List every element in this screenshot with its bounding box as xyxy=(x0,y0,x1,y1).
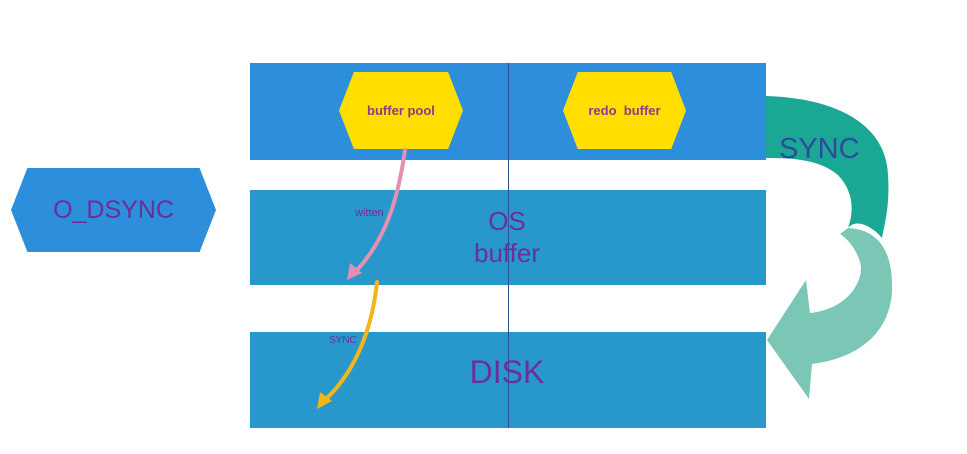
os-buffer-label: OS buffer xyxy=(455,205,559,269)
sync-small-arrow xyxy=(323,280,379,402)
vertical-divider xyxy=(508,63,509,428)
redo-buffer-hexagon: redo buffer xyxy=(563,72,686,149)
written-arrowhead xyxy=(347,263,362,280)
redo-buffer-label: redo buffer xyxy=(588,103,661,118)
buffer-pool-hexagon: buffer pool xyxy=(339,72,463,149)
written-arrow-label: witten xyxy=(355,207,384,219)
written-arrow xyxy=(355,148,407,272)
disk-label: DISK xyxy=(469,354,545,390)
sync-small-arrow-label: SYNC xyxy=(329,335,357,346)
os-buffer-label-line2: buffer xyxy=(473,238,540,268)
os-buffer-label-line1: OS xyxy=(488,206,526,236)
o-dsync-badge: O_DSYNC xyxy=(11,168,216,252)
big-sync-arrow-lower xyxy=(767,228,893,399)
sync-small-arrowhead xyxy=(317,392,332,409)
buffer-pool-label: buffer pool xyxy=(367,103,435,118)
sync-big-arrow-label: SYNC xyxy=(779,133,860,165)
big-sync-arrow-upper xyxy=(766,96,889,238)
o-dsync-label: O_DSYNC xyxy=(53,195,174,224)
